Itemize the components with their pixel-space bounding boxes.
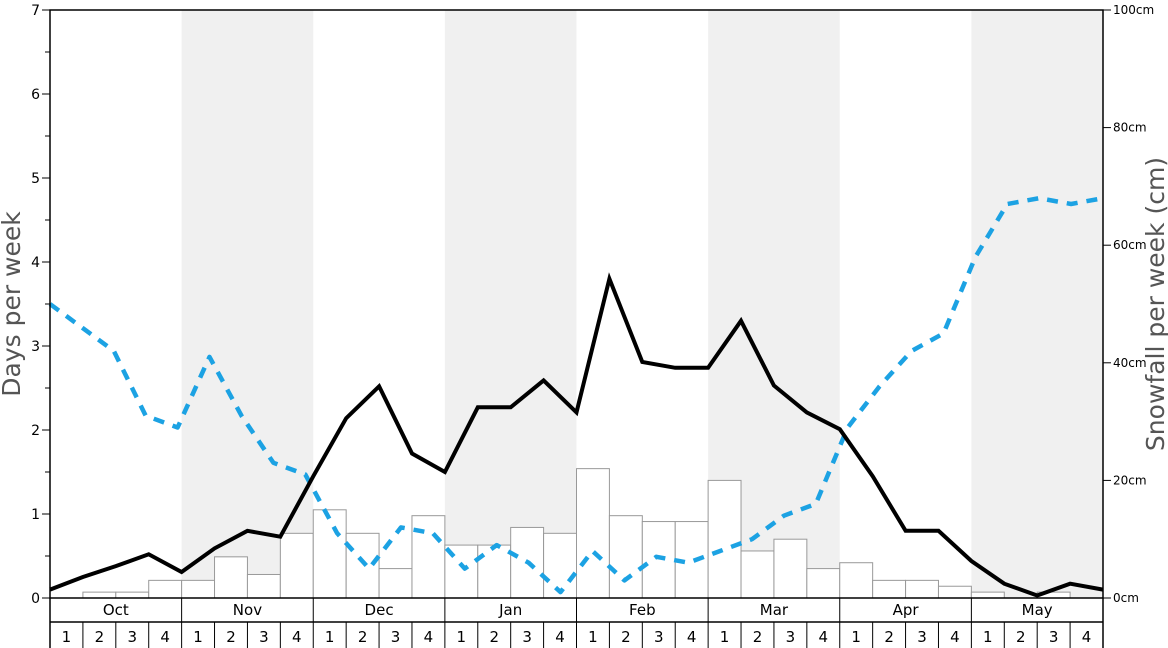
snowfall-bar xyxy=(576,468,610,599)
week-label: 1 xyxy=(851,628,861,646)
month-week-axis: Oct Nov Dec Jan Feb Mar Apr May 1 2 3 4 1 2 3 4 1 2 3 4 1 2 3 4… xyxy=(49,598,1104,648)
snowfall-bar xyxy=(82,591,117,599)
snowfall-bar xyxy=(411,515,446,599)
week-label: 2 xyxy=(884,628,894,646)
week-label: 4 xyxy=(950,628,960,646)
left-tick-label: 2 xyxy=(31,423,40,439)
right-tick-label: 40cm xyxy=(1113,356,1147,370)
snowfall-bar xyxy=(181,579,216,599)
week-label: 4 xyxy=(160,628,170,646)
week-label: 4 xyxy=(687,628,697,646)
week-label: 2 xyxy=(753,628,763,646)
right-axis: 0cm 20cm 40cm 60cm 80cm 100cm xyxy=(1103,3,1154,605)
week-label: 3 xyxy=(917,628,927,646)
week-label: 1 xyxy=(588,628,598,646)
right-axis-title: Snowfall per week (cm) xyxy=(1141,157,1168,451)
right-tick-label: 100cm xyxy=(1113,3,1154,17)
snowfall-bar xyxy=(115,591,150,599)
week-label: 3 xyxy=(391,628,401,646)
week-label: 4 xyxy=(555,628,565,646)
week-label: 1 xyxy=(720,628,730,646)
snowfall-bar xyxy=(214,556,248,599)
month-shade-may xyxy=(971,10,1103,598)
week-label: 1 xyxy=(193,628,203,646)
month-label: Jan xyxy=(498,601,522,619)
right-tick-label: 0cm xyxy=(1113,591,1139,605)
week-label: 3 xyxy=(259,628,269,646)
snowfall-bar xyxy=(641,521,676,599)
week-label: 2 xyxy=(358,628,368,646)
snowfall-bar xyxy=(970,591,1005,599)
right-tick-label: 80cm xyxy=(1113,121,1147,135)
week-label: 1 xyxy=(983,628,993,646)
snowfall-bar xyxy=(740,550,775,599)
snowfall-bar xyxy=(773,538,808,599)
month-shading xyxy=(181,10,1103,598)
month-label: Feb xyxy=(629,601,656,619)
month-label: Mar xyxy=(760,601,789,619)
snowfall-bar xyxy=(378,568,413,599)
snowfall-bars xyxy=(82,468,1071,599)
week-label: 3 xyxy=(654,628,664,646)
week-label: 3 xyxy=(522,628,532,646)
week-label: 2 xyxy=(1016,628,1026,646)
week-label: 4 xyxy=(292,628,302,646)
left-tick-label: 3 xyxy=(31,339,40,355)
week-label: 2 xyxy=(621,628,631,646)
week-label: 4 xyxy=(424,628,434,646)
snowfall-bar xyxy=(937,585,972,599)
right-tick-label: 60cm xyxy=(1113,238,1147,252)
week-label: 3 xyxy=(1049,628,1059,646)
snowfall-bar xyxy=(905,579,939,599)
snowfall-bar xyxy=(839,562,874,599)
snowfall-bar xyxy=(872,579,907,599)
month-label: Oct xyxy=(103,601,129,619)
snowfall-bar xyxy=(806,568,841,599)
left-tick-label: 1 xyxy=(31,507,40,523)
snowfall-bar xyxy=(543,532,577,599)
left-tick-label: 5 xyxy=(31,171,40,187)
month-label: Dec xyxy=(365,601,394,619)
snowfall-bar xyxy=(707,479,742,599)
snowfall-bar xyxy=(246,573,281,599)
left-tick-label: 0 xyxy=(31,591,40,607)
week-label: 3 xyxy=(127,628,137,646)
left-tick-label: 7 xyxy=(31,3,40,19)
month-label: Nov xyxy=(233,601,262,619)
snow-days-line xyxy=(49,272,1104,598)
right-tick-label: 20cm xyxy=(1113,473,1147,487)
week-label: 2 xyxy=(95,628,105,646)
left-tick-label: 4 xyxy=(31,255,40,271)
month-label: May xyxy=(1022,601,1053,619)
month-shade-nov xyxy=(181,10,314,598)
week-label: 4 xyxy=(819,628,829,646)
week-label: 1 xyxy=(457,628,467,646)
snowfall-bar xyxy=(608,515,643,599)
week-label: 1 xyxy=(62,628,72,646)
week-label: 2 xyxy=(226,628,236,646)
left-tick-label: 6 xyxy=(31,87,40,103)
snowfall-bar xyxy=(312,509,347,599)
chart-lines xyxy=(48,195,1104,598)
week-label: 4 xyxy=(1082,628,1092,646)
month-label: Apr xyxy=(893,601,920,619)
left-axis: 0 1 2 3 4 5 6 7 xyxy=(31,3,50,607)
week-label: 2 xyxy=(489,628,499,646)
snowfall-bar xyxy=(279,532,314,599)
week-label: 3 xyxy=(786,628,796,646)
week-label: 1 xyxy=(325,628,335,646)
left-axis-title: Days per week xyxy=(0,211,26,397)
snowfall-bar xyxy=(148,579,183,599)
month-shade-jan xyxy=(444,10,577,598)
